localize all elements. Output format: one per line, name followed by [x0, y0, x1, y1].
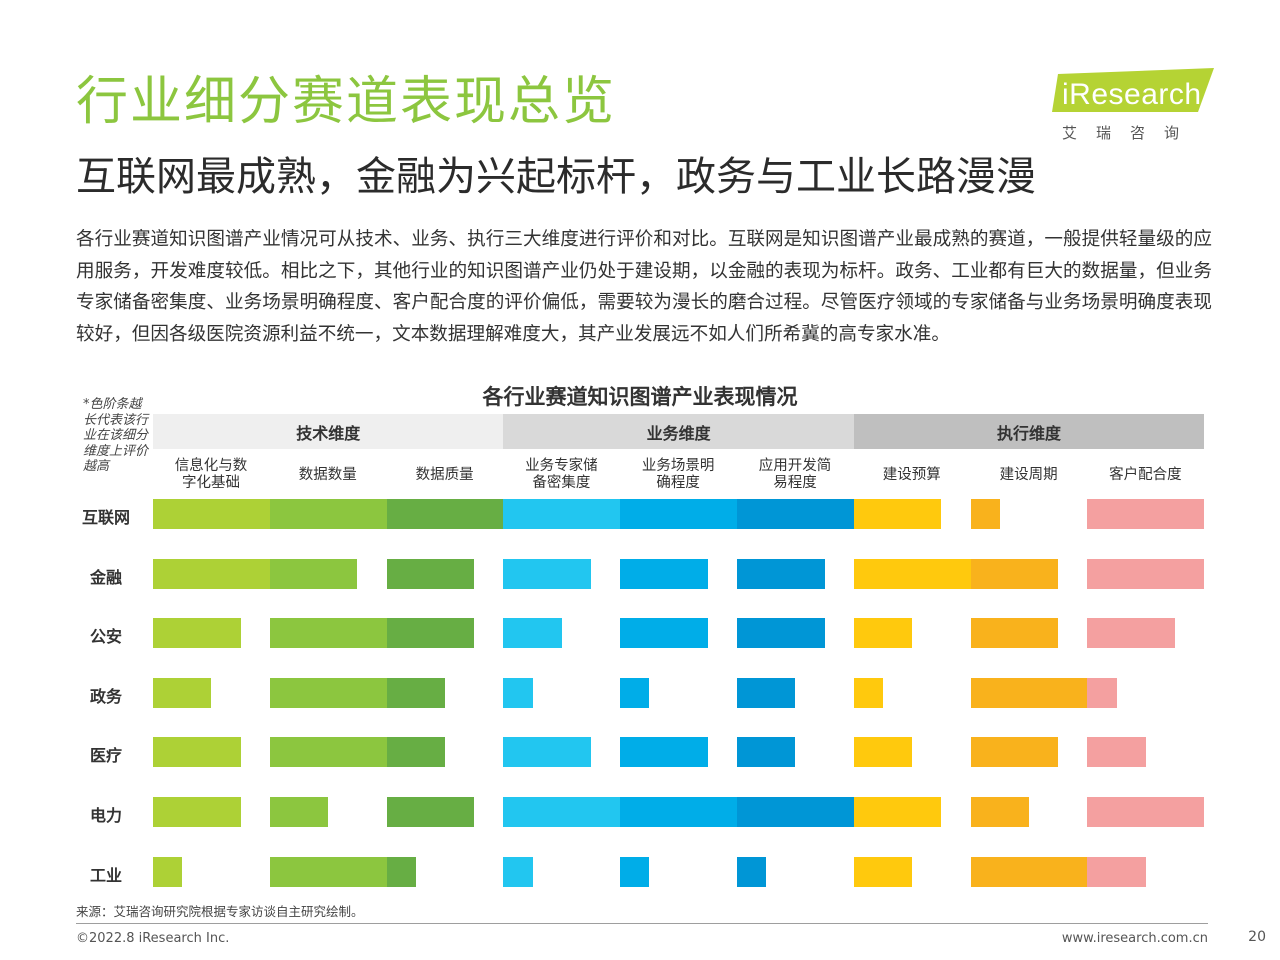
page-subtitle: 互联网最成熟，金融为兴起标杆，政务与工业长路漫漫	[76, 154, 1036, 200]
bar	[970, 558, 1059, 589]
industry-label: 医疗	[89, 746, 122, 766]
bar	[620, 737, 708, 768]
bar	[503, 618, 562, 649]
bar	[503, 499, 621, 529]
bar	[386, 856, 416, 887]
website-link[interactable]: www.iresearch.com.cn	[1061, 931, 1208, 946]
bar	[269, 737, 387, 768]
bar	[386, 677, 445, 708]
logo-cn-text: 艾瑞咨询	[1062, 124, 1199, 142]
bar	[737, 677, 796, 708]
bar	[269, 677, 387, 708]
bar	[1087, 856, 1146, 887]
iresearch-logo: iResearch 艾瑞咨询	[1048, 66, 1228, 146]
bar	[853, 677, 883, 708]
bar	[970, 677, 1088, 708]
bar	[737, 797, 854, 827]
bar	[1087, 677, 1117, 708]
metric-label: 信息化与数字化基础	[174, 458, 248, 491]
bar	[970, 499, 1000, 529]
bar	[853, 856, 913, 887]
bar	[1087, 499, 1205, 529]
bar	[970, 618, 1059, 649]
bar	[503, 737, 591, 768]
bar	[737, 618, 825, 649]
bar	[620, 677, 650, 708]
bar	[737, 499, 854, 529]
page-number: 20	[1248, 929, 1266, 945]
bar	[269, 797, 329, 827]
bar	[853, 737, 913, 768]
metric-label: 数据数量	[298, 466, 357, 483]
bar	[153, 618, 241, 649]
chart-note: *色阶条越长代表该行业在该细分维度上评价越高	[83, 397, 149, 475]
bar	[1087, 618, 1175, 649]
metric-label: 建设周期	[999, 466, 1058, 483]
bar	[737, 856, 767, 887]
industry-label: 公安	[89, 627, 122, 647]
page-title: 行业细分赛道表现总览	[76, 72, 617, 132]
bar	[503, 558, 591, 589]
metric-label: 业务场景明确程度	[641, 458, 715, 491]
footer-divider	[76, 923, 1208, 924]
bar	[620, 618, 708, 649]
bar	[620, 797, 737, 827]
dimension-header: 技术维度	[153, 414, 504, 449]
metric-label: 应用开发简易程度	[758, 458, 832, 491]
bar	[853, 797, 942, 827]
chart-title: 各行业赛道知识图谱产业表现情况	[482, 385, 798, 409]
bar	[503, 797, 621, 827]
bar	[970, 797, 1029, 827]
industry-label: 政务	[89, 686, 122, 706]
bar	[970, 856, 1088, 887]
bar	[1087, 797, 1205, 827]
metric-label: 数据质量	[415, 466, 474, 483]
bar	[620, 856, 650, 887]
dimension-header: 执行维度	[853, 414, 1205, 449]
dimension-header: 业务维度	[503, 414, 854, 449]
bar	[269, 558, 358, 589]
bar	[386, 558, 475, 589]
bar	[853, 499, 942, 529]
bar	[269, 499, 387, 529]
industry-label: 工业	[89, 865, 122, 885]
bar	[970, 737, 1059, 768]
bar	[853, 558, 971, 589]
bar	[153, 558, 270, 589]
bar	[153, 737, 241, 768]
copyright-text: ©2022.8 iResearch Inc.	[76, 931, 230, 946]
metric-label: 建设预算	[882, 466, 941, 483]
bar	[386, 499, 504, 529]
bar	[503, 677, 533, 708]
bar	[853, 618, 913, 649]
bar	[386, 797, 475, 827]
bar	[153, 677, 212, 708]
source-note: 来源：艾瑞咨询研究院根据专家访谈自主研究绘制。	[76, 904, 364, 919]
logo-badge-shape	[1052, 68, 1214, 112]
bar	[269, 856, 387, 887]
bar	[737, 558, 825, 589]
industry-label: 金融	[89, 567, 122, 587]
logo-brand-text: iResearch	[1062, 78, 1202, 111]
bar	[153, 797, 241, 827]
bar	[737, 737, 796, 768]
bar	[153, 856, 183, 887]
bar	[620, 499, 737, 529]
bar	[386, 618, 475, 649]
industry-label: 电力	[89, 806, 122, 825]
bar	[1087, 737, 1146, 768]
bar	[620, 558, 708, 589]
bar	[1087, 558, 1205, 589]
bar	[269, 618, 387, 649]
bar	[386, 737, 445, 768]
bar	[153, 499, 270, 529]
intro-paragraph: 各行业赛道知识图谱产业情况可从技术、业务、执行三大维度进行评价和对比。互联网是知…	[76, 229, 1212, 345]
metric-label: 客户配合度	[1109, 466, 1182, 483]
metric-label: 业务专家储备密集度	[525, 458, 598, 491]
bar	[503, 856, 533, 887]
industry-label: 互联网	[81, 508, 130, 527]
